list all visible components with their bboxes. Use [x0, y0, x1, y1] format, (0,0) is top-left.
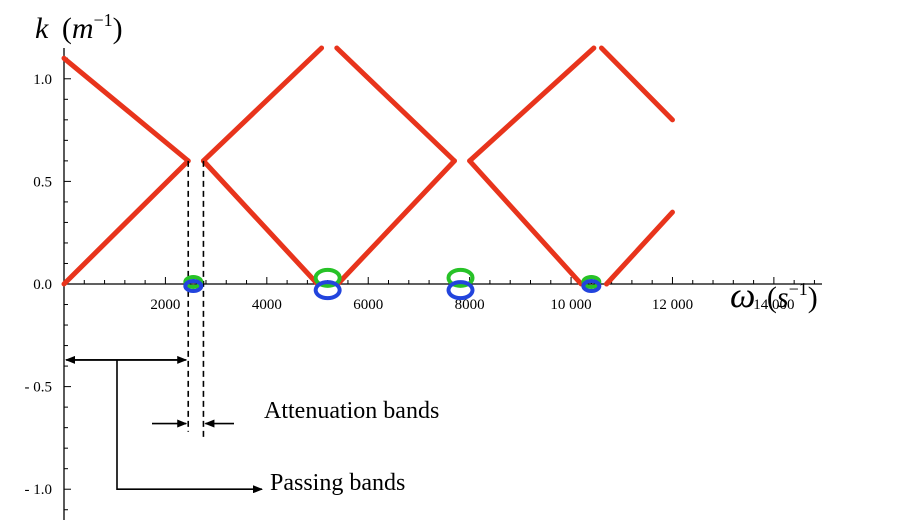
band-edge-circle-5 [446, 267, 475, 288]
x-axis-unit-base: s [777, 281, 789, 314]
series-line-4 [200, 45, 325, 164]
band-edge-circle-8 [581, 279, 602, 294]
series-line-7 [467, 158, 584, 287]
x-tick-label: 4000 [252, 297, 282, 313]
series-line-5 [334, 45, 457, 164]
x-tick-label: 8000 [455, 297, 485, 313]
x-axis-symbol: ω [730, 275, 755, 315]
y-tick-label: - 1.0 [25, 482, 53, 498]
x-axis-unit-exp: −1 [789, 279, 808, 299]
y-tick-label: - 0.5 [25, 380, 53, 396]
annotation-passing-bands: Passing bands [270, 470, 405, 496]
y-tick-label: 0.0 [33, 277, 52, 293]
band-edge-circle-3 [313, 267, 342, 288]
y-tick-label: 1.0 [33, 72, 52, 88]
y-axis-unit-open: ( [62, 12, 72, 45]
series-line-8 [467, 45, 597, 164]
x-tick-label: 10 000 [550, 297, 591, 313]
series-layer [61, 45, 675, 438]
band-edge-circle-6 [446, 280, 475, 301]
x-tick-label: 6000 [353, 297, 383, 313]
series-line-6 [335, 158, 457, 287]
series-line-1 [61, 55, 191, 164]
x-tick-label: 14 000 [753, 297, 794, 313]
y-axis-symbol: k [35, 12, 49, 45]
y-axis-unit-base: m [72, 12, 94, 45]
annotation-layer [65, 355, 263, 494]
y-axis-unit-exp: −1 [94, 10, 113, 30]
band-edge-circle-2 [183, 279, 204, 294]
y-tick-label: 0.5 [33, 174, 52, 190]
y-axis-unit-close: ) [113, 12, 123, 45]
x-axis-unit-open: ( [767, 281, 777, 314]
passing-connector [116, 359, 263, 494]
x-axis-title: ω (s−1) [730, 275, 818, 315]
x-tick-label: 2000 [150, 297, 180, 313]
band-edge-circle-4 [313, 280, 342, 301]
annotation-attenuation-bands: Attenuation bands [264, 398, 439, 424]
series-line-2 [61, 158, 191, 287]
y-axis-title: k (m−1) [35, 10, 123, 45]
circle-layer [183, 267, 602, 301]
series-line-3 [200, 158, 321, 287]
axes-layer: 2000 4000 6000 8000 10 000 12 000 14 000 1.0 0.5… [25, 48, 822, 520]
series-line-9 [598, 45, 675, 123]
series-line-10 [604, 209, 675, 287]
x-axis-unit-close: ) [808, 281, 818, 314]
x-tick-label: 12 000 [652, 297, 693, 313]
